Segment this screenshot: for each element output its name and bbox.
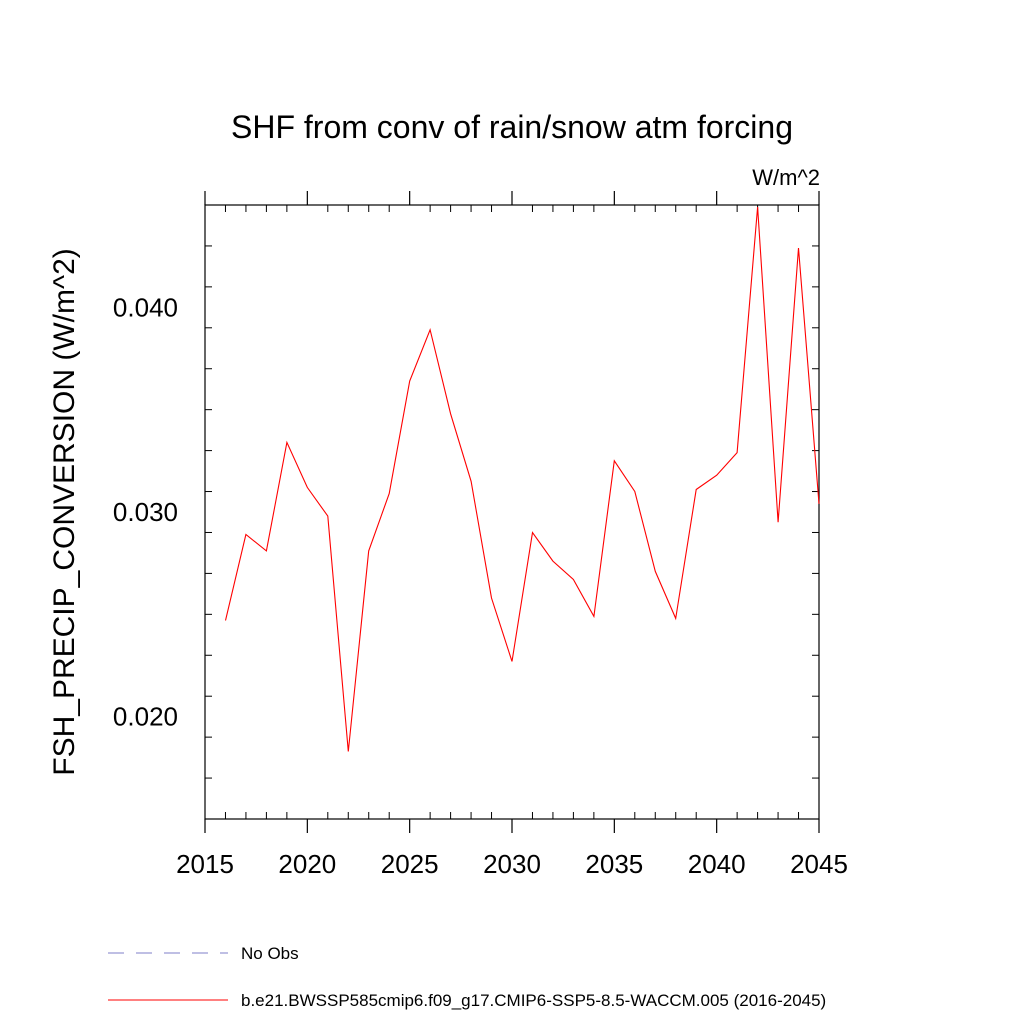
x-tick-label: 2040 bbox=[688, 849, 746, 879]
units-label: W/m^2 bbox=[752, 165, 820, 190]
legend-label: b.e21.BWSSP585cmip6.f09_g17.CMIP6-SSP5-8… bbox=[241, 991, 826, 1010]
legend-label: No Obs bbox=[241, 944, 299, 963]
y-axis-ticks bbox=[205, 245, 819, 779]
x-tick-label: 2015 bbox=[176, 849, 234, 879]
x-tick-label: 2020 bbox=[278, 849, 336, 879]
x-axis-ticks bbox=[204, 191, 820, 833]
x-tick-label: 2035 bbox=[585, 849, 643, 879]
x-tick-label: 2045 bbox=[790, 849, 848, 879]
y-tick-label: 0.020 bbox=[113, 702, 178, 732]
y-axis-tick-labels: 0.020 0.030 0.040 bbox=[113, 292, 178, 731]
plot-frame bbox=[204, 204, 820, 820]
series-group bbox=[224, 206, 820, 752]
x-axis-tick-labels: 2015 2020 2025 2030 2035 2040 2045 bbox=[176, 849, 848, 879]
legend: No Obs b.e21.BWSSP585cmip6.f09_g17.CMIP6-… bbox=[108, 944, 826, 1010]
chart-title: SHF from conv of rain/snow atm forcing bbox=[231, 109, 793, 145]
series-line bbox=[224, 206, 820, 752]
x-tick-label: 2030 bbox=[483, 849, 541, 879]
y-axis-label: FSH_PRECIP_CONVERSION (W/m^2) bbox=[48, 248, 81, 775]
y-tick-label: 0.030 bbox=[113, 497, 178, 527]
y-tick-label: 0.040 bbox=[113, 292, 178, 322]
x-tick-label: 2025 bbox=[381, 849, 439, 879]
